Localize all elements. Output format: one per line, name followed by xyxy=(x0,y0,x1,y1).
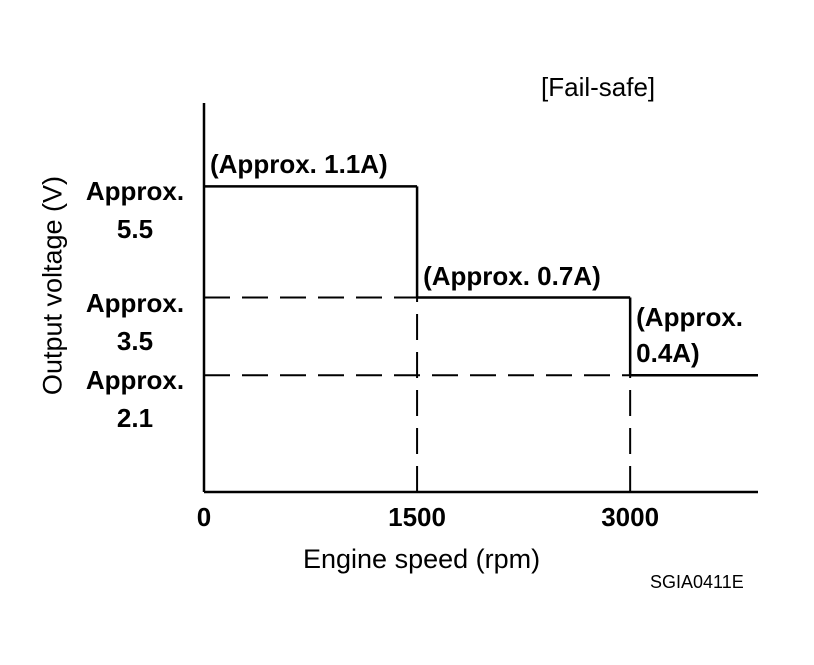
y-tick-label: Approx. 3.5 xyxy=(85,287,185,356)
annotation: (Approx. 0.7A) xyxy=(423,260,601,291)
annotation: (Approx. 0.4A) xyxy=(636,302,744,369)
y-axis-label: Output voltage (V) xyxy=(37,175,68,396)
y-tick-label: Approx. 2.1 xyxy=(85,365,185,434)
x-tick-label: 3000 xyxy=(601,502,660,532)
x-tick-label: 1500 xyxy=(388,502,446,532)
chart-title: [Fail-safe] xyxy=(541,72,656,102)
x-tick-label: 0 xyxy=(196,502,212,532)
y-tick-label: Approx. 5.5 xyxy=(85,176,185,245)
annotation: (Approx. 1.1A) xyxy=(210,149,388,180)
x-axis-label: Engine speed (rpm) xyxy=(303,544,541,574)
figure-code: SGIA0411E xyxy=(650,572,744,592)
